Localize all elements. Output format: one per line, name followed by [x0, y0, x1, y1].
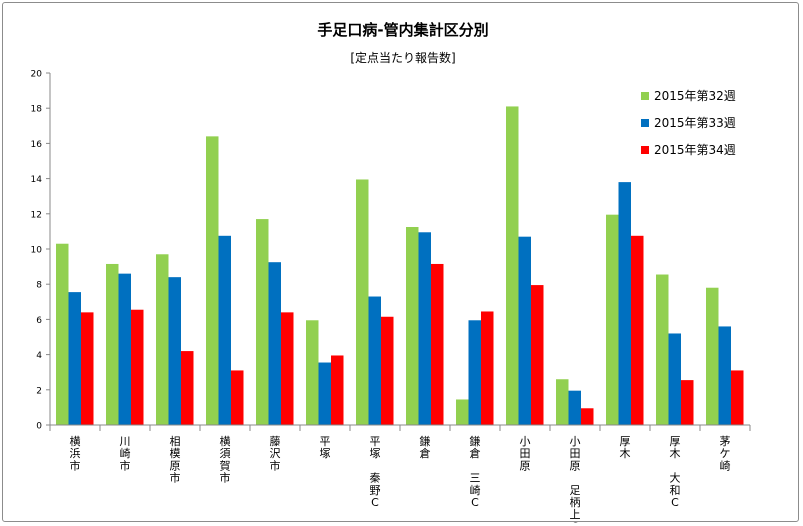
x-tick-label: 横浜市: [70, 434, 81, 472]
legend-label-1: 2015年第32週: [654, 89, 736, 103]
x-tick-label: 厚木 大和 C: [670, 435, 681, 509]
x-tick-label: 厚木: [620, 435, 631, 460]
legend-label-2: 2015年第33週: [654, 116, 736, 130]
bar-1-14: [706, 287, 719, 425]
legend-swatch-3: [641, 146, 649, 154]
x-tick-label: 茅ケ崎: [720, 435, 731, 472]
y-tick-label: 10: [31, 246, 43, 256]
bar-2-9: [468, 320, 481, 425]
bar-1-6: [306, 320, 319, 425]
x-axis-ticks: 横浜市 川崎市 相模原市 横須賀市 藤沢市 平塚 平塚 秦野 C 鎌倉 鎌倉 三崎 C 小田原 小田原 …: [49, 425, 751, 523]
legend-label-3: 2015年第34週: [654, 143, 736, 157]
y-tick-label: 16: [31, 140, 43, 150]
y-tick-label: 20: [31, 70, 43, 80]
y-tick-label: 6: [36, 316, 42, 326]
y-tick-label: 12: [31, 210, 42, 220]
x-tick-label: 平塚: [320, 435, 331, 460]
bars: [56, 106, 744, 426]
bar-2-2: [118, 273, 131, 425]
y-tick-label: 0: [36, 422, 42, 432]
chart-title: 手足口病-管内集計区分別: [317, 21, 488, 39]
bar-3-4: [231, 370, 244, 425]
bar-3-11: [581, 408, 594, 425]
x-tick-label: 平塚 秦野 C: [370, 435, 381, 509]
bar-2-6: [318, 362, 331, 425]
bar-1-5: [256, 219, 269, 425]
bar-3-13: [681, 380, 694, 425]
bar-1-1: [56, 243, 69, 425]
bar-1-7: [356, 179, 369, 425]
bar-3-1: [81, 312, 94, 425]
bar-2-1: [68, 292, 81, 425]
bar-3-3: [181, 351, 194, 425]
bar-3-8: [431, 263, 444, 425]
bar-2-3: [168, 277, 181, 425]
x-tick-label: 横須賀市: [220, 434, 231, 485]
bar-2-5: [268, 262, 281, 425]
bar-1-10: [506, 106, 519, 425]
bar-2-4: [218, 235, 231, 425]
bar-1-8: [406, 227, 419, 425]
y-tick-label: 4: [36, 351, 42, 361]
legend-swatch-1: [641, 92, 649, 100]
y-tick-label: 18: [31, 105, 43, 115]
y-tick-label: 14: [31, 175, 43, 185]
bar-3-14: [731, 370, 744, 425]
legend-swatch-2: [641, 119, 649, 127]
bar-1-11: [556, 379, 569, 425]
bar-1-3: [156, 254, 169, 425]
bar-2-14: [718, 326, 731, 425]
bar-1-9: [456, 399, 469, 425]
x-tick-label: 藤沢市: [270, 435, 281, 472]
x-tick-label: 小田原 足柄上C: [570, 435, 581, 523]
legend: 2015年第32週 2015年第33週 2015年第34週: [641, 89, 736, 157]
y-tick-label: 8: [36, 281, 42, 291]
bar-3-12: [631, 235, 644, 425]
chart-subtitle: [定点当たり報告数]: [350, 50, 455, 65]
bar-2-8: [418, 232, 431, 425]
bar-3-10: [531, 285, 544, 425]
x-tick-label: 鎌倉 三崎 C: [470, 434, 481, 509]
y-axis-ticks: 0 2 4 6 8 10 12 14 16 18 20: [31, 70, 50, 432]
bar-2-12: [618, 182, 631, 425]
bar-1-12: [606, 214, 619, 425]
axes: [49, 73, 750, 426]
x-tick-label: 鎌倉: [420, 434, 431, 460]
x-tick-label: 相模原市: [170, 435, 181, 485]
bar-3-6: [331, 355, 344, 425]
x-tick-label: 小田原: [520, 435, 531, 472]
bar-2-10: [518, 236, 531, 425]
bar-3-5: [281, 312, 294, 425]
x-tick-label: 川崎市: [120, 435, 131, 472]
bar-chart: 手足口病-管内集計区分別 [定点当たり報告数] 0 2 4 6 8 10 12 14 16 18 2…: [31, 21, 751, 523]
bar-3-2: [131, 309, 144, 425]
bar-2-13: [668, 333, 681, 425]
bar-1-4: [206, 136, 219, 426]
bar-2-11: [568, 390, 581, 425]
bar-3-7: [381, 316, 394, 425]
bar-2-7: [368, 296, 381, 425]
bar-1-13: [656, 274, 669, 425]
bar-1-2: [106, 263, 119, 425]
y-tick-label: 2: [36, 386, 42, 396]
bar-3-9: [481, 311, 494, 425]
